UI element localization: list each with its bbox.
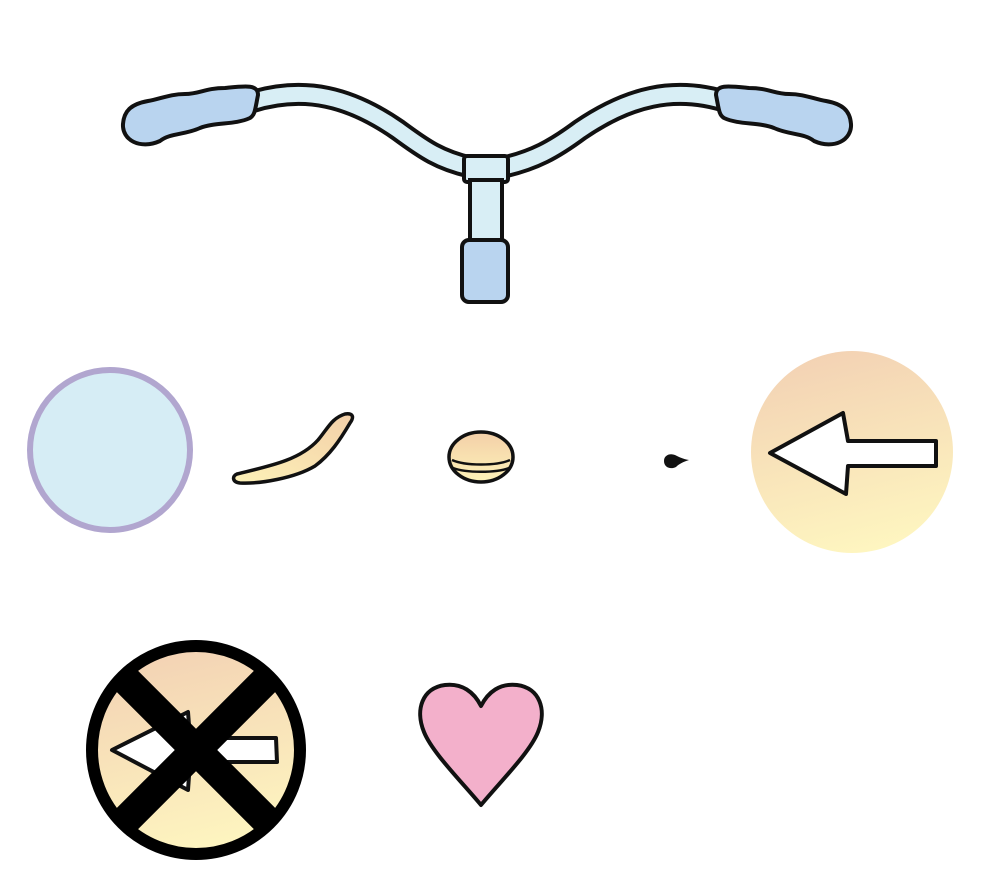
empty-circle-icon[interactable] (27, 367, 193, 533)
left-arrow-icon[interactable] (751, 351, 953, 553)
small-dot-icon[interactable] (664, 454, 689, 469)
heart-icon[interactable] (418, 682, 544, 807)
bicycle-handlebar-icon[interactable] (121, 82, 853, 304)
crossed-left-arrow-icon[interactable] (86, 640, 306, 860)
capsule-icon[interactable] (447, 430, 515, 484)
curved-piece-icon[interactable] (231, 412, 355, 485)
